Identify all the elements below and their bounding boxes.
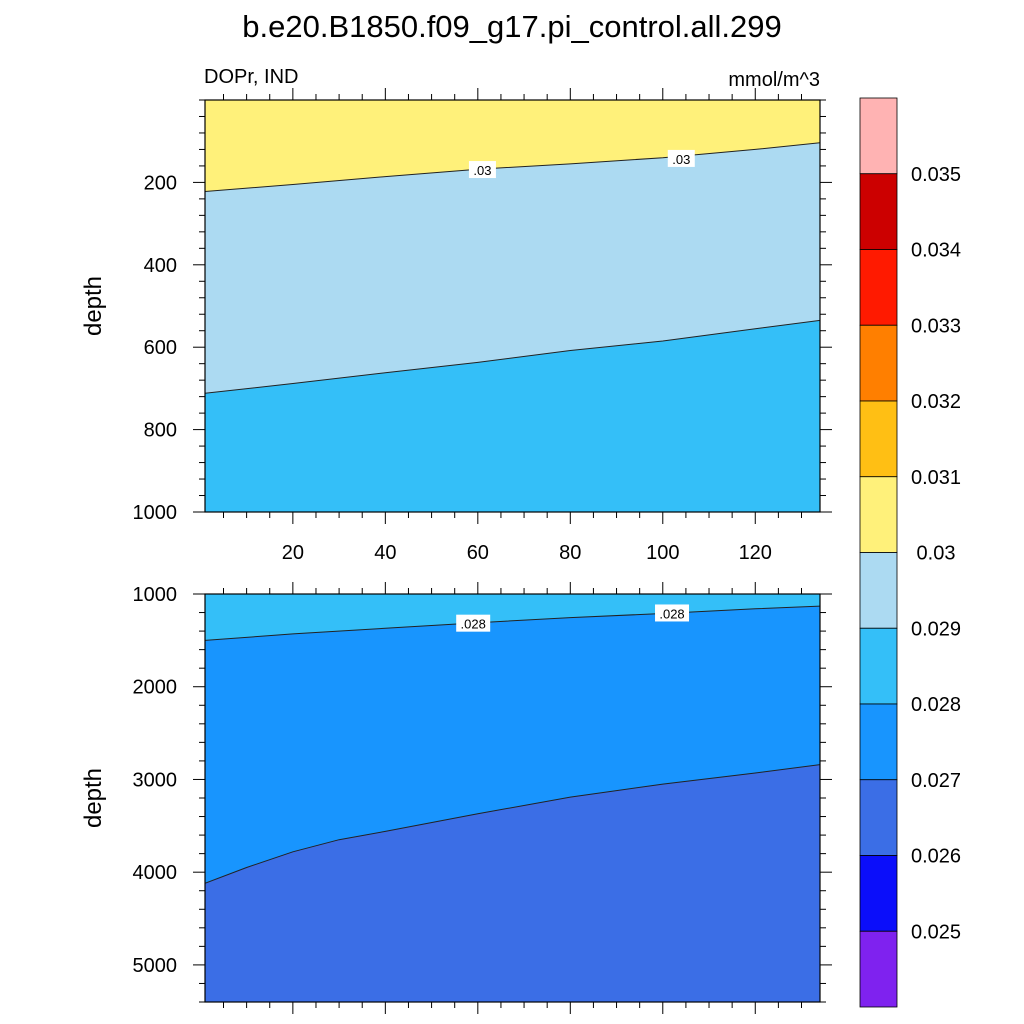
colorbar-box [859, 779, 898, 856]
colorbar-box [859, 703, 898, 781]
y-tick-label: 400 [144, 255, 177, 277]
colorbar-box [859, 97, 898, 175]
colorbar-box [859, 400, 898, 478]
contour-label: .03 [473, 163, 491, 178]
contour-label: .028 [461, 617, 486, 632]
colorbar-label: 0.026 [911, 846, 961, 868]
contour-label: .03 [672, 152, 690, 167]
colorbar-box [859, 476, 898, 553]
y-tick-label: 3000 [133, 769, 178, 791]
colorbar-label: 0.028 [911, 694, 961, 716]
y-tick-label: 200 [144, 172, 177, 194]
y-tick-label: 4000 [133, 862, 178, 884]
plot-frame [204, 99, 821, 513]
x-tick-label: 80 [559, 542, 581, 564]
plot-area: .03 .03 [205, 100, 820, 512]
contour-label-box [667, 149, 695, 167]
colorbar-box [859, 930, 898, 1008]
y-tick-label: 5000 [133, 955, 178, 977]
x-tick-label: 20 [282, 542, 304, 564]
y-axis-label: depth [80, 768, 107, 828]
colorbar-label: 0.035 [911, 164, 961, 186]
colorbar-label: 0.032 [911, 391, 961, 413]
colorbar-box [859, 249, 898, 326]
contour-label-box [456, 614, 491, 632]
colorbar: 0.035 0.034 0.033 0.032 0.031 0.03 0.029 0.028 0… [859, 97, 961, 1008]
colorbar-label: 0.025 [911, 921, 961, 943]
y-tick-label: 1000 [133, 502, 178, 524]
colorbar-box [859, 627, 898, 705]
contour-label-box [468, 161, 496, 179]
band-0.027-0.028 [205, 594, 820, 884]
contour-label-box [655, 604, 690, 622]
contour-line-0.03 [205, 142, 820, 192]
contour-line-0.028 [205, 605, 820, 641]
left-subtitle: DOPr, IND [204, 66, 298, 88]
contour-line-0.027 [205, 764, 820, 884]
y-axis-label: depth [80, 276, 107, 336]
x-tick-label: 120 [739, 542, 772, 564]
colorbar-box [859, 552, 898, 629]
colorbar-label: 0.03 [917, 543, 956, 565]
x-tick-label: 40 [374, 542, 396, 564]
colorbar-box [859, 173, 898, 250]
x-tick-label: 100 [646, 542, 679, 564]
x-tick-label: 60 [467, 542, 489, 564]
y-tick-label: 2000 [133, 677, 178, 699]
colorbar-label: 0.034 [911, 240, 961, 262]
colorbar-box [859, 855, 898, 932]
figure-title: b.e20.B1850.f09_g17.pi_control.all.299 [242, 9, 782, 44]
colorbar-label: 0.029 [911, 618, 961, 640]
top-panel: .03 .03 200 400 600 800 1000 depth 20 40 60 80 100 12… [80, 88, 832, 564]
colorbar-label: 0.027 [911, 770, 961, 792]
contour-line-0.029 [205, 319, 820, 394]
right-subtitle: mmol/m^3 [728, 69, 820, 91]
y-tick-label: 600 [144, 337, 177, 359]
band-0.030-0.031 [205, 100, 820, 192]
colorbar-label: 0.033 [911, 315, 961, 337]
y-tick-label: 1000 [133, 584, 178, 606]
colorbar-box [859, 324, 898, 402]
contour-label: .028 [659, 606, 684, 621]
bottom-panel: .028 .028 1000 2000 3000 4000 5000 depth [80, 582, 832, 1014]
plot-area: .028 .028 [205, 594, 820, 1002]
colorbar-label: 0.031 [911, 467, 961, 489]
y-tick-label: 800 [144, 420, 177, 442]
